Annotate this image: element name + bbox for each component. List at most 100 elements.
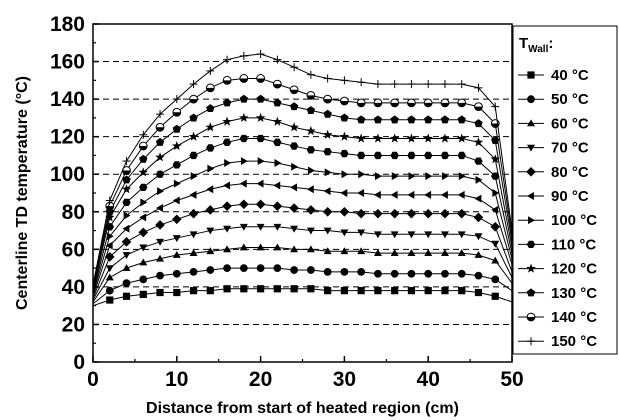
data-point bbox=[424, 115, 433, 124]
data-point bbox=[458, 287, 466, 295]
data-point bbox=[290, 183, 298, 192]
legend-item: 120 °C bbox=[518, 261, 597, 278]
data-point bbox=[424, 190, 432, 199]
data-point bbox=[390, 80, 399, 89]
data-point bbox=[172, 196, 180, 205]
data-point bbox=[223, 245, 232, 253]
data-point bbox=[424, 249, 433, 256]
data-point bbox=[306, 205, 316, 215]
legend: TWall: 40 °C 50 °C 60 °C 70 °C 80 °C 90 °C 100… bbox=[512, 25, 618, 355]
data-point bbox=[272, 201, 283, 211]
data-point bbox=[474, 271, 483, 280]
data-point bbox=[440, 208, 450, 219]
series-line bbox=[92, 226, 513, 301]
data-point bbox=[306, 146, 316, 154]
legend-label: 140 °C bbox=[551, 309, 597, 326]
legend-item: 100 °C bbox=[518, 212, 597, 229]
data-point bbox=[373, 133, 383, 143]
data-point bbox=[155, 152, 165, 162]
data-point bbox=[206, 104, 215, 113]
data-point bbox=[407, 190, 415, 199]
legend-label: 130 °C bbox=[551, 285, 597, 302]
data-point bbox=[106, 296, 114, 304]
y-tick-label-160: 160 bbox=[50, 51, 85, 74]
data-point bbox=[188, 131, 199, 141]
data-point bbox=[156, 238, 165, 246]
data-point bbox=[306, 126, 316, 136]
data-point bbox=[424, 151, 433, 160]
data-point bbox=[223, 55, 232, 64]
data-point bbox=[273, 223, 282, 231]
y-tick-label-140: 140 bbox=[50, 88, 85, 111]
legend-title-subscript: Wall bbox=[528, 44, 548, 55]
data-point bbox=[440, 80, 449, 89]
legend-title: TWall: bbox=[519, 35, 553, 55]
data-point bbox=[457, 231, 466, 239]
data-point bbox=[357, 189, 365, 197]
data-point bbox=[407, 151, 416, 160]
data-point bbox=[324, 168, 332, 177]
data-point bbox=[155, 220, 165, 230]
data-point bbox=[290, 266, 299, 274]
legend-marker bbox=[527, 71, 535, 79]
data-point bbox=[289, 122, 299, 132]
data-point bbox=[440, 249, 449, 256]
data-point bbox=[323, 148, 332, 156]
series-2 bbox=[92, 264, 513, 305]
data-point bbox=[105, 265, 114, 273]
data-point bbox=[474, 194, 482, 203]
data-point bbox=[224, 158, 232, 167]
data-point bbox=[139, 244, 148, 252]
data-point bbox=[324, 287, 332, 295]
data-point bbox=[105, 196, 114, 205]
data-point bbox=[272, 116, 283, 126]
data-point bbox=[273, 264, 282, 273]
data-point bbox=[423, 133, 433, 143]
data-point bbox=[122, 279, 131, 288]
data-point bbox=[239, 243, 248, 251]
data-point bbox=[172, 124, 181, 133]
data-point bbox=[373, 208, 383, 219]
data-point bbox=[373, 249, 382, 256]
data-point bbox=[156, 110, 165, 119]
data-point bbox=[323, 74, 332, 83]
data-point bbox=[240, 285, 248, 293]
data-point bbox=[306, 90, 316, 100]
data-point bbox=[290, 63, 299, 72]
data-point bbox=[440, 133, 450, 143]
y-tick-label-0: 0 bbox=[73, 351, 85, 374]
series-6 bbox=[92, 179, 513, 297]
data-point bbox=[105, 286, 114, 295]
data-point bbox=[155, 170, 165, 178]
legend-marker bbox=[526, 312, 536, 322]
legend-label: 80 °C bbox=[551, 164, 589, 181]
data-point bbox=[105, 212, 115, 222]
data-point bbox=[189, 80, 198, 89]
data-point bbox=[139, 130, 148, 139]
data-point bbox=[424, 269, 433, 278]
data-point bbox=[340, 149, 349, 158]
data-point bbox=[223, 264, 231, 273]
data-point bbox=[457, 98, 467, 108]
data-point bbox=[323, 109, 332, 118]
data-point bbox=[407, 287, 416, 295]
data-point bbox=[239, 223, 248, 231]
data-point bbox=[474, 83, 483, 92]
data-point bbox=[440, 151, 450, 160]
data-point bbox=[307, 166, 315, 175]
data-point bbox=[307, 285, 315, 293]
data-point bbox=[373, 80, 382, 89]
data-point bbox=[339, 131, 350, 141]
data-point bbox=[189, 267, 198, 276]
data-point bbox=[122, 292, 131, 300]
data-point bbox=[205, 205, 216, 215]
data-point bbox=[123, 211, 131, 220]
legend-item: 40 °C bbox=[518, 67, 589, 84]
data-point bbox=[206, 247, 215, 255]
data-point bbox=[306, 185, 314, 194]
data-point bbox=[390, 98, 400, 108]
legend-item: 130 °C bbox=[518, 285, 597, 302]
data-point bbox=[356, 115, 366, 124]
data-point bbox=[255, 199, 266, 210]
data-point bbox=[490, 154, 500, 164]
